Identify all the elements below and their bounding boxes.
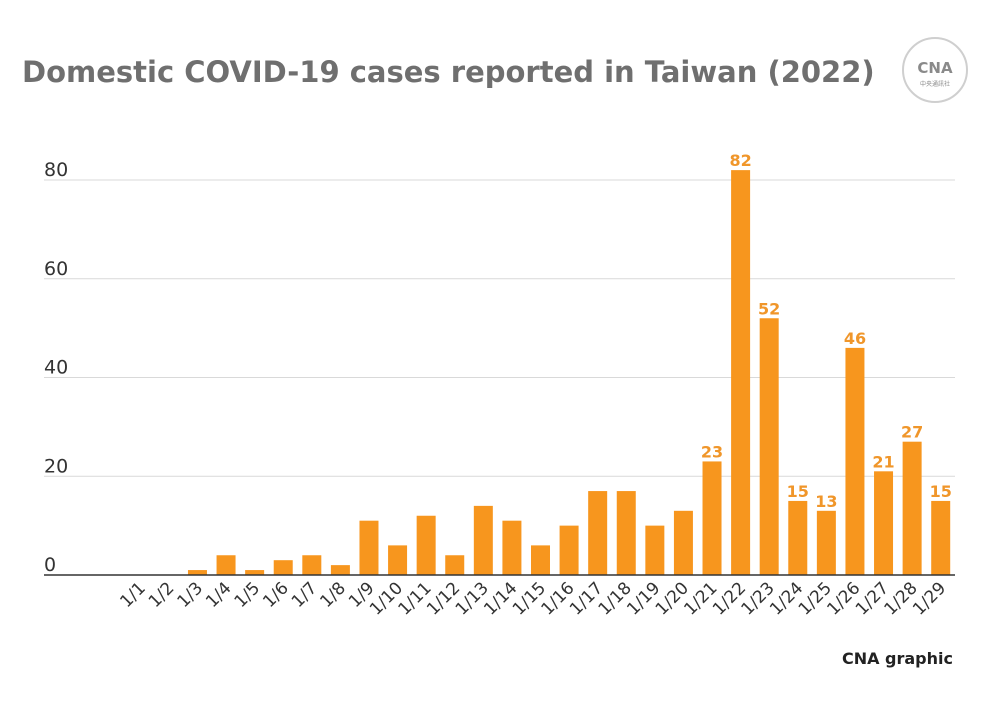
data-label: 15 xyxy=(787,482,809,501)
x-tick-label: 1/2 xyxy=(145,578,178,611)
data-label: 82 xyxy=(729,151,751,170)
x-tick-label: 1/7 xyxy=(288,578,321,611)
y-axis-ticks: 0 20 40 60 80 xyxy=(44,159,68,576)
data-label: 21 xyxy=(872,452,894,471)
bar xyxy=(874,471,894,575)
x-tick-label: 1/3 xyxy=(174,578,207,611)
bar xyxy=(330,565,350,575)
y-tick-label: 20 xyxy=(44,455,68,477)
bar xyxy=(245,570,265,575)
data-label: 27 xyxy=(901,423,923,442)
bar xyxy=(502,520,522,575)
bar xyxy=(902,441,922,575)
bar xyxy=(187,570,207,575)
bar xyxy=(788,500,808,575)
bar xyxy=(845,347,865,575)
x-tick-label: 1/5 xyxy=(231,578,264,611)
bar xyxy=(359,520,379,575)
y-tick-label: 40 xyxy=(44,357,68,379)
x-tick-label: 1/6 xyxy=(259,578,292,611)
source-label: CNA graphic xyxy=(842,649,953,668)
grid-lines xyxy=(44,179,955,477)
y-tick-label: 0 xyxy=(44,554,56,576)
bar xyxy=(673,510,693,575)
cna-logo-text: CNA xyxy=(917,59,953,77)
bar xyxy=(559,525,579,575)
x-tick-label: 1/29 xyxy=(909,578,950,619)
x-tick-label: 1/8 xyxy=(316,578,349,611)
y-tick-label: 80 xyxy=(44,159,68,181)
cna-logo: CNA 中央通訊社 xyxy=(902,37,968,103)
bar xyxy=(273,560,293,575)
data-label: 52 xyxy=(758,299,780,318)
x-axis-ticks: 1/11/21/31/41/51/61/71/81/91/101/111/121… xyxy=(116,578,950,619)
bar xyxy=(445,555,465,575)
bar xyxy=(302,555,322,575)
bar xyxy=(702,461,722,575)
data-label: 15 xyxy=(930,482,952,501)
bar-series xyxy=(187,170,951,575)
bar xyxy=(816,510,836,575)
bar xyxy=(416,515,436,575)
bar xyxy=(588,491,608,575)
bar xyxy=(931,500,951,575)
bar xyxy=(731,170,751,575)
cna-logo-circle xyxy=(902,37,968,103)
bar xyxy=(645,525,665,575)
data-label: 13 xyxy=(815,492,837,511)
data-label: 23 xyxy=(701,442,723,461)
bar xyxy=(759,318,779,575)
cna-logo-subtext: 中央通訊社 xyxy=(920,80,950,88)
data-label: 46 xyxy=(844,329,866,348)
bar xyxy=(216,555,236,575)
x-tick-label: 1/1 xyxy=(116,578,149,611)
data-labels: 23 82 52 15 13 46 21 27 15 xyxy=(701,151,952,511)
bar xyxy=(531,545,550,575)
y-tick-label: 60 xyxy=(44,258,68,280)
bar xyxy=(473,505,493,575)
bar xyxy=(388,545,408,575)
bar xyxy=(616,491,636,575)
chart-title: Domestic COVID-19 cases reported in Taiw… xyxy=(22,55,875,89)
x-tick-label: 1/4 xyxy=(202,578,235,611)
